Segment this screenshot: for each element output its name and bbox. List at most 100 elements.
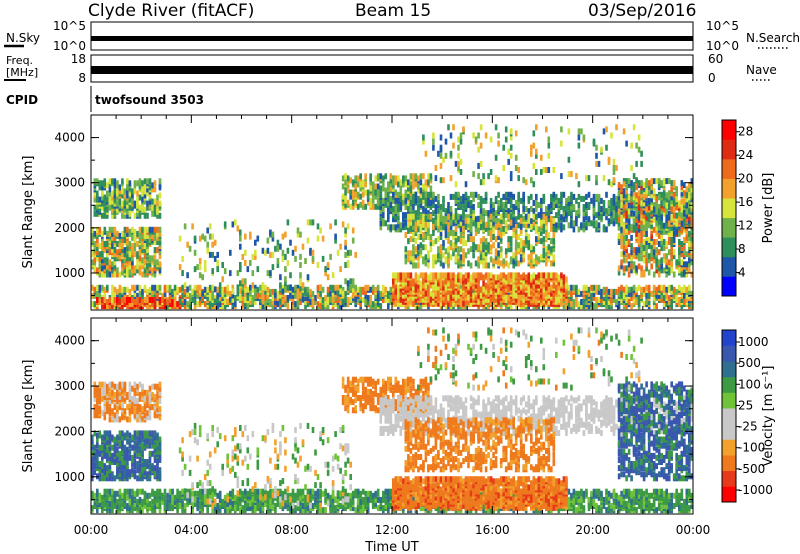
data-cell: [519, 238, 523, 245]
data-cell: [530, 193, 533, 200]
data-cell: [600, 214, 603, 221]
data-cell: [414, 214, 418, 221]
data-cell: [186, 241, 189, 248]
data-cell: [106, 269, 109, 276]
data-cell: [464, 294, 468, 301]
data-cell: [409, 236, 413, 243]
data-cell: [570, 284, 573, 291]
data-cell: [128, 263, 132, 270]
data-cell: [660, 228, 663, 235]
data-cell: [382, 284, 385, 291]
data-cell: [309, 288, 312, 295]
data-cell: [153, 180, 157, 187]
data-cell: [434, 254, 438, 261]
data-cell: [667, 204, 671, 210]
data-cell: [166, 284, 169, 291]
data-cell: [680, 184, 684, 191]
data-cell: [645, 210, 648, 217]
data-cell: [472, 292, 475, 299]
data-cell: [409, 272, 413, 279]
data-cell: [404, 232, 408, 238]
data-cell: [123, 247, 127, 254]
data-cell: [361, 297, 365, 303]
data-cell: [111, 297, 114, 303]
data-cell: [419, 217, 423, 224]
data-cell: [158, 226, 162, 233]
data-cell: [412, 177, 415, 184]
data-cell: [575, 295, 578, 301]
data-cell: [688, 234, 691, 241]
data-cell: [454, 208, 458, 215]
data-cell: [690, 222, 694, 229]
data-cell: [409, 225, 413, 232]
data-cell: [657, 284, 661, 291]
data-cell: [620, 234, 623, 241]
data-cell: [216, 290, 219, 297]
data-cell: [432, 282, 435, 289]
data-cell: [193, 284, 197, 291]
data-cell: [434, 238, 438, 245]
data-cell: [422, 272, 425, 279]
data-cell: [637, 190, 641, 197]
data-cell: [560, 191, 563, 198]
data-cell: [449, 206, 453, 212]
data-cell: [502, 230, 505, 236]
data-cell: [136, 180, 139, 187]
data-cell: [504, 219, 508, 226]
data-cell: [494, 217, 498, 224]
data-cell: [459, 215, 463, 222]
data-cell: [680, 180, 684, 187]
data-cell: [141, 226, 144, 233]
data-cell: [680, 286, 684, 293]
data-cell: [96, 290, 99, 297]
data-cell: [652, 206, 656, 213]
data-cell: [582, 204, 586, 210]
data-cell: [106, 241, 109, 247]
data-cell: [251, 286, 255, 293]
data-cell: [675, 191, 678, 198]
data-cell: [422, 213, 425, 220]
data-cell: [665, 197, 668, 204]
data-cell: [143, 184, 147, 191]
data-cell: [118, 237, 122, 243]
data-cell: [497, 206, 500, 212]
data-cell: [635, 220, 638, 227]
data-cell: [449, 298, 453, 305]
data-cell: [221, 303, 224, 310]
data-cell: [472, 252, 475, 259]
data-cell: [617, 224, 621, 231]
data-cell: [597, 297, 601, 303]
data-cell: [437, 252, 440, 259]
data-cell: [462, 248, 465, 255]
data-cell: [329, 284, 332, 291]
data-cell: [382, 175, 385, 182]
data-cell: [582, 195, 586, 202]
data-cell: [371, 284, 375, 291]
data-cell: [577, 226, 581, 233]
data-cell: [442, 215, 445, 222]
data-cell: [366, 189, 370, 196]
data-cell: [457, 217, 460, 224]
data-cell: [632, 218, 636, 225]
data-cell: [577, 288, 581, 295]
data-cell: [128, 228, 132, 235]
data-cell: [635, 265, 638, 272]
data-cell: [121, 261, 124, 268]
data-cell: [632, 222, 636, 229]
data-cell: [121, 247, 124, 254]
data-cell: [502, 262, 505, 269]
data-cell: [467, 217, 470, 224]
data-cell: [91, 301, 94, 308]
data-cell: [657, 216, 661, 223]
data-cell: [524, 290, 528, 297]
data-cell: [432, 240, 435, 247]
data-cell: [429, 204, 433, 210]
data-cell: [387, 224, 390, 231]
data-cell: [151, 182, 154, 189]
data-cell: [254, 284, 257, 291]
data-cell: [617, 202, 621, 209]
data-cell: [133, 299, 137, 305]
data-cell: [560, 214, 563, 221]
data-cell: [565, 202, 568, 208]
data-cell: [128, 288, 132, 295]
